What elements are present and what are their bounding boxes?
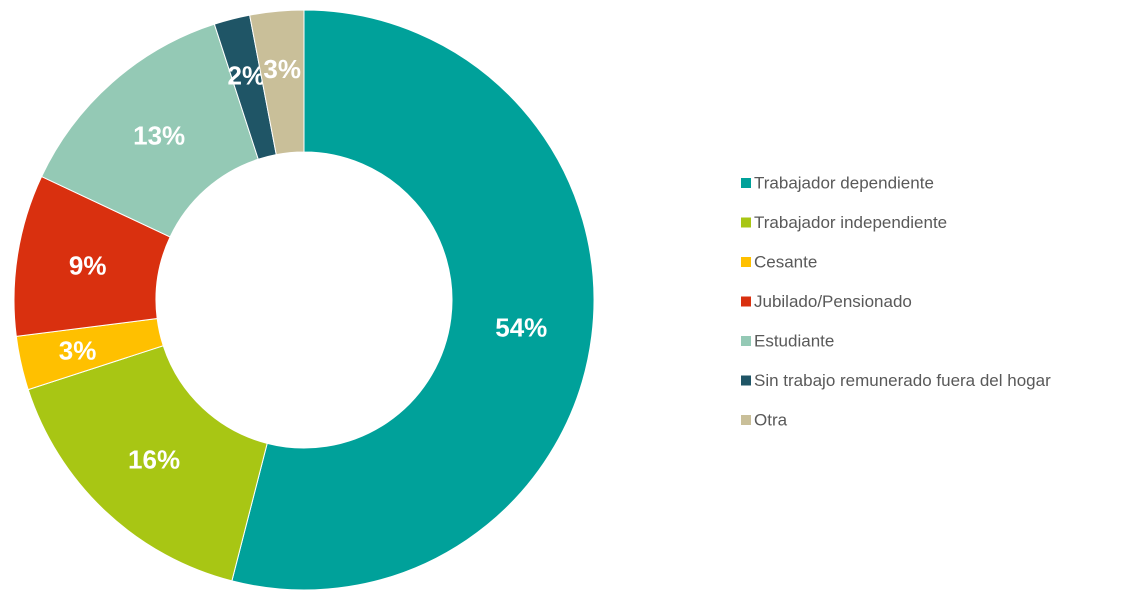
legend-label: Estudiante: [754, 332, 834, 351]
legend-label: Jubilado/Pensionado: [754, 292, 912, 311]
legend-swatch: [741, 336, 751, 346]
legend-label: Sin trabajo remunerado fuera del hogar: [754, 371, 1051, 390]
slice: [27, 345, 268, 582]
legend-swatch: [741, 415, 751, 425]
data-label: 9%: [69, 251, 107, 281]
data-label: 13%: [133, 121, 185, 151]
legend-label: Trabajador independiente: [754, 213, 947, 232]
legend-label: Trabajador dependiente: [754, 174, 934, 193]
data-label: 3%: [263, 54, 301, 84]
legend-label: Otra: [754, 411, 788, 430]
data-label: 3%: [59, 336, 97, 366]
slice: [231, 9, 595, 591]
legend-swatch: [741, 178, 751, 188]
legend-swatch: [741, 217, 751, 228]
legend-swatch: [741, 375, 751, 386]
legend-label: Cesante: [754, 253, 817, 272]
data-label: 16%: [128, 445, 180, 475]
data-label: 54%: [495, 312, 547, 342]
slice: [40, 23, 259, 238]
legend-swatch: [741, 296, 751, 307]
legend-swatch: [741, 257, 751, 267]
slice: [249, 9, 305, 156]
